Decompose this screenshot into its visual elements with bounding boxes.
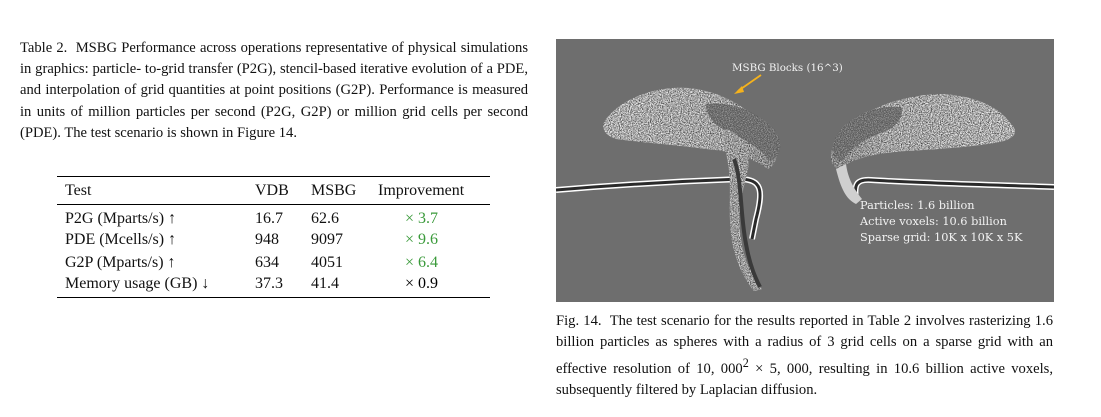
cell-improvement: × 9.6	[405, 230, 439, 248]
cell-test: G2P (Mparts/s) ↑	[65, 253, 176, 271]
figure-render: MSBG Blocks (16^3) Particles: 1.6 billio…	[556, 39, 1054, 302]
cell-vdb: 948	[255, 230, 279, 248]
table-caption-text: MSBG Performance across operations repre…	[20, 40, 529, 141]
cell-test: Memory usage (GB) ↓	[57, 274, 255, 299]
figure-caption-label: Fig. 14.	[556, 313, 602, 329]
cell-msbg: 9097	[311, 230, 343, 248]
header-vdb: VDB	[255, 176, 311, 205]
cell-test: P2G (Mparts/s) ↑	[65, 210, 177, 227]
figure-caption-sup: 2	[742, 356, 749, 371]
simulation-render-image	[556, 74, 1054, 291]
cell-msbg: 62.6	[311, 210, 339, 227]
stat-active-voxels: Active voxels: 10.6 billion	[860, 214, 1007, 228]
left-splash	[603, 87, 781, 291]
cell-vdb: 16.7	[255, 210, 283, 227]
table-row: P2G (Mparts/s) ↑ 16.7 62.6 × 3.7	[57, 205, 490, 229]
table-row: PDE (Mcells/s) ↑ 948 9097 × 9.6	[57, 228, 490, 251]
cell-improvement: × 6.4	[405, 253, 439, 271]
figure-stats: Particles: 1.6 billion Active voxels: 10…	[860, 198, 1022, 245]
cell-improvement: × 3.7	[405, 210, 439, 227]
header-msbg: MSBG	[311, 176, 378, 205]
figure-caption-text-end: × 5, 000, resulting in 10.6 billion acti…	[556, 361, 1053, 399]
stat-sparse-grid: Sparse grid: 10K x 10K x 5K	[860, 230, 1023, 244]
header-test: Test	[57, 176, 255, 205]
cell-msbg: 41.4	[311, 274, 378, 299]
header-improvement: Improvement	[378, 176, 490, 205]
arrow-head-icon	[734, 86, 744, 94]
cell-vdb: 37.3	[255, 274, 311, 299]
table-header-row: Test VDB MSBG Improvement	[57, 176, 490, 205]
cell-improvement: × 0.9	[378, 274, 490, 299]
cell-msbg: 4051	[311, 253, 343, 271]
figure-caption-text: The test scenario for the results report…	[556, 313, 1053, 378]
cell-vdb: 634	[255, 253, 279, 271]
figure-caption: Fig. 14. The test scenario for the resul…	[556, 311, 1053, 402]
table-row: G2P (Mparts/s) ↑ 634 4051 × 6.4	[57, 251, 490, 274]
table-caption-label: Table 2.	[20, 40, 68, 56]
stat-particles: Particles: 1.6 billion	[860, 199, 975, 212]
table-caption: Table 2. MSBG Performance across operati…	[20, 38, 528, 144]
cell-test: PDE (Mcells/s) ↑	[65, 230, 177, 248]
table-row: Memory usage (GB) ↓ 37.3 41.4 × 0.9	[57, 274, 490, 299]
performance-table: Test VDB MSBG Improvement P2G (Mparts/s)…	[57, 176, 490, 299]
figure-annotation: MSBG Blocks (16^3)	[732, 62, 843, 74]
right-splash	[830, 94, 1016, 204]
